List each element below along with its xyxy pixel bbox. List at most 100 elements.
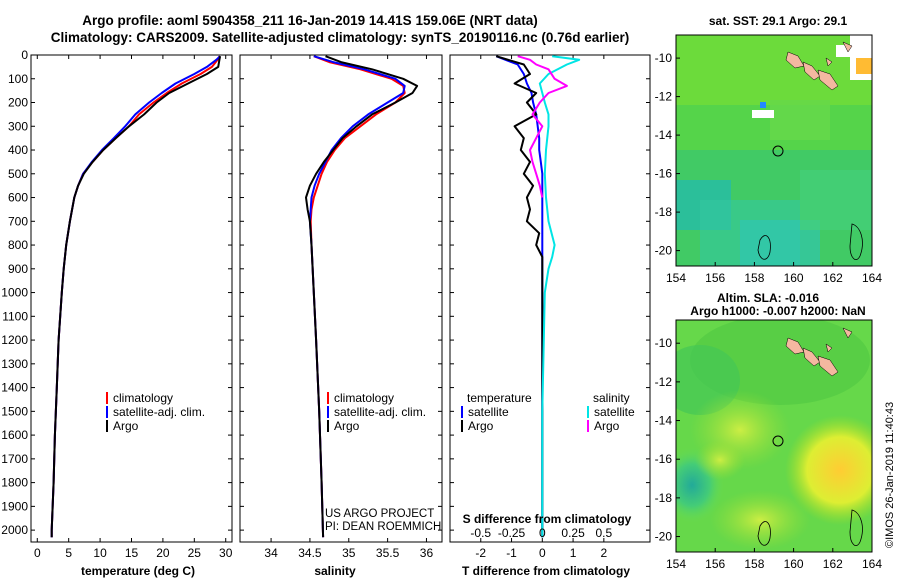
legend-temperature-title: temperature [467,391,532,405]
difference-panel-frame [449,54,651,543]
depth-tick-label: 1700 [1,452,28,466]
depth-tick-label: 1600 [1,428,28,442]
s-difference-axis-label: S difference from climatology [463,512,632,526]
legend-t-satellite-label: satellite [468,405,509,419]
map-y-tick-label: -18 [655,491,673,505]
map-x-tick-label: 156 [705,271,725,285]
x-tick-label: 36 [420,546,434,560]
map-x-tick-label: 162 [823,557,843,571]
depth-tick-label: 1000 [1,286,28,300]
depth-tick-label: 100 [8,72,28,86]
depth-tick-label: 1400 [1,381,28,395]
difference-legend: temperature satellite Argo salinity sate… [461,391,635,433]
x-tick-label: 35 [342,546,356,560]
argo-position-marker [772,145,784,157]
series-line-argo [50,56,222,538]
map-y-tick-label: -12 [655,90,673,104]
x-tick-label: 15 [125,546,139,560]
title-line-2: Climatology: CARS2009. Satellite-adjuste… [51,30,629,45]
sla-map-title-line-2: Argo h1000: -0.007 h2000: NaN [690,304,865,318]
x-tick-label: 1 [570,546,577,560]
map-y-tick-label: -10 [655,51,673,65]
depth-tick-label: 800 [8,238,28,252]
depth-tick-label: 700 [8,214,28,228]
x-tick-label: 34 [264,546,278,560]
series-line-climatology [50,55,221,538]
sla-map-axes: 154 156 158 160 162 164 -10 -12 -14 -16 -18 -20 [655,336,883,571]
map-x-tick-label: 154 [666,271,686,285]
temperature-legend: climatology satellite-adj. clim. Argo [106,391,205,433]
series-line-t-argo [495,55,544,538]
map-x-tick-label: 160 [784,557,804,571]
legend-satellite-label: satellite-adj. clim. [113,405,205,419]
map-y-tick-label: -12 [655,375,673,389]
x-tick-label: -2 [475,546,486,560]
sst-map-title: sat. SST: 29.1 Argo: 29.1 [709,14,848,28]
title-line-1: Argo profile: aoml 5904358_211 16-Jan-20… [82,13,537,28]
depth-tick-label: 1800 [1,476,28,490]
x-tick-label: 20 [156,546,170,560]
sla-map: Altim. SLA: -0.016 Argo h1000: -0.007 h2… [655,291,883,571]
map-y-tick-label: -20 [655,530,673,544]
series-line-argo [305,55,419,538]
depth-tick-label: 2000 [1,523,28,537]
x-tick-label: 0 [539,546,546,560]
difference-plot: -2 -1 0 1 2 [475,55,608,560]
salinity-plot: 34 34.5 35 35.5 36 [264,55,433,560]
depth-axis: 0 100 200 300 400 500 600 700 800 900 1000 1100 1200… [1,48,650,537]
map-x-tick-label: 158 [744,271,764,285]
legend-climatology-label: climatology [113,391,173,405]
legend-s-satellite-label: satellite [594,405,635,419]
s-tick-label: -0.25 [498,526,526,540]
depth-tick-label: 1900 [1,499,28,513]
map-y-tick-label: -16 [655,452,673,466]
depth-tick-label: 1300 [1,357,28,371]
map-x-tick-label: 164 [862,557,882,571]
depth-tick-label: 200 [8,96,28,110]
depth-tick-label: 400 [8,143,28,157]
x-tick-label: 2 [601,546,608,560]
legend-t-argo-label: Argo [468,419,494,433]
series-line-s-argo [517,55,568,198]
depth-tick-label: 1500 [1,404,28,418]
x-tick-label: 25 [188,546,202,560]
x-tick-label: 0 [34,546,41,560]
s-tick-label: 0.25 [561,526,585,540]
legend-s-argo-label: Argo [594,419,620,433]
series-line-satellite-adj-clim [50,55,221,538]
map-x-tick-label: 160 [784,271,804,285]
depth-tick-label: 900 [8,262,28,276]
s-difference-ticks: -0.5 -0.25 0 0.25 0.5 [470,526,612,540]
map-y-tick-label: -16 [655,167,673,181]
sla-map-title-line-1: Altim. SLA: -0.016 [717,291,819,305]
series-line-climatology [309,55,406,538]
x-tick-label: 5 [65,546,72,560]
s-tick-label: -0.5 [470,526,491,540]
s-tick-label: 0 [539,526,546,540]
sst-map-axes: 154 156 158 160 162 164 -10 -12 -14 -16 -18 -20 [655,51,883,285]
x-tick-label: -1 [506,546,517,560]
map-x-tick-label: 158 [744,557,764,571]
series-line-s-satellite [538,55,581,538]
x-tick-label: 30 [219,546,233,560]
t-difference-axis-label: T difference from climatology [462,564,630,578]
s-tick-label: 0.5 [596,526,613,540]
depth-tick-label: 1100 [2,309,28,323]
copyright-stamp: ©IMOS 26-Jan-2019 11:40:43 [884,402,896,548]
depth-tick-label: 500 [8,167,28,181]
project-credit-line-1: US ARGO PROJECT [325,508,434,520]
legend-salinity-title: salinity [593,391,630,405]
temperature-plot: 0 5 10 15 20 25 30 [34,55,233,560]
map-x-tick-label: 156 [705,557,725,571]
project-credit-line-2: PI: DEAN ROEMMICH [325,521,441,533]
depth-tick-label: 600 [8,191,28,205]
depth-tick-label: 1200 [1,333,28,347]
argo-position-marker [772,435,784,447]
salinity-axis-label: salinity [314,564,356,578]
legend-argo-label: Argo [113,419,139,433]
x-tick-label: 34.5 [298,546,322,560]
sst-map: sat. SST: 29.1 Argo: 29.1 154 156 158 1 [655,14,883,285]
map-y-tick-label: -18 [655,205,673,219]
depth-tick-label: 0 [21,48,28,62]
